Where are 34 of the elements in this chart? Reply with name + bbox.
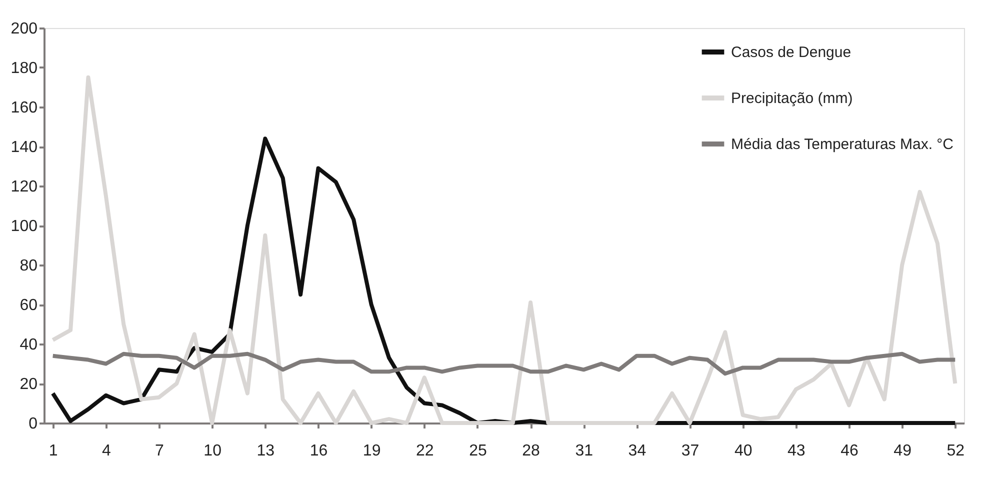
x-tick-label: 52	[946, 442, 965, 460]
x-tick-label: 40	[734, 442, 752, 460]
y-tick-label: 60	[20, 297, 38, 314]
x-tick-label: 19	[362, 442, 381, 460]
y-tick-label: 100	[10, 218, 38, 235]
x-tick-label: 13	[256, 442, 275, 460]
y-tick-label: 160	[10, 100, 38, 116]
x-tick-label: 49	[894, 442, 912, 460]
x-tick-label: 37	[681, 442, 700, 460]
x-tick-label: 46	[840, 442, 858, 460]
x-tick-label: 1	[48, 442, 58, 460]
y-tick-label: 40	[20, 336, 38, 354]
x-tick-label: 16	[310, 442, 328, 460]
x-tick-label: 28	[522, 442, 540, 460]
y-tick-label: 80	[20, 258, 38, 274]
x-tick-label: 4	[102, 442, 111, 460]
y-tick-label: 140	[10, 139, 38, 156]
line-series	[50, 75, 958, 425]
y-tick-label: 200	[10, 20, 38, 38]
x-tick-label: 31	[575, 442, 594, 460]
y-tick-label: 120	[10, 178, 38, 196]
line-series	[50, 352, 958, 376]
y-tick-label: 0	[28, 416, 38, 432]
x-tick-label: 10	[204, 442, 222, 460]
x-tick-label: 34	[628, 442, 646, 460]
x-tick-label: 22	[416, 442, 434, 460]
y-tick-label: 180	[10, 60, 38, 77]
legend-label: Precipitação (mm)	[731, 90, 853, 107]
legend-label: Casos de Dengue	[731, 44, 852, 61]
x-tick-label: 25	[469, 442, 487, 460]
x-tick-label: 7	[155, 442, 164, 460]
legend-label: Média das Temperaturas Max. °C	[731, 136, 954, 153]
y-tick-label: 20	[20, 376, 38, 393]
x-tick-label: 43	[788, 442, 806, 460]
